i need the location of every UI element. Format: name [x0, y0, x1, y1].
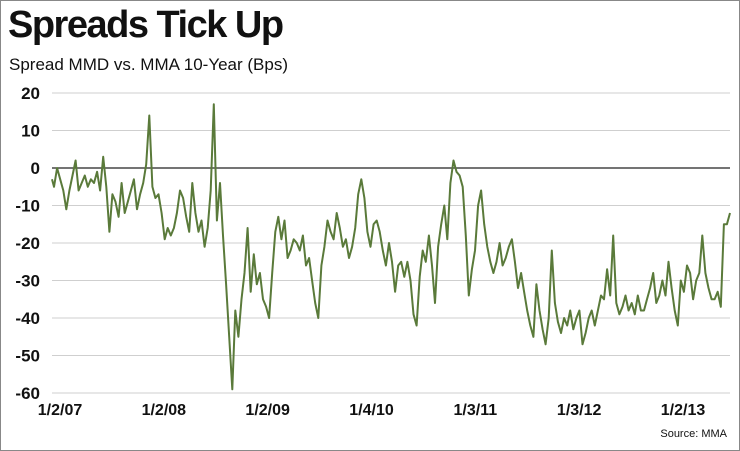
series-lines	[51, 103, 731, 391]
series-line	[51, 103, 731, 391]
y-tick-label: -40	[15, 309, 40, 328]
x-tick-label: 1/2/07	[38, 402, 83, 419]
x-tick-label: 1/4/10	[349, 402, 394, 419]
x-tick-label: 1/3/11	[454, 402, 498, 419]
y-tick-label: 0	[31, 159, 40, 178]
y-tick-label: -60	[15, 384, 40, 403]
y-tick-label: -50	[15, 347, 40, 366]
y-axis-ticks: 20 10 0 -10 -20 -30 -40 -50 -60	[15, 84, 40, 403]
x-tick-label: 1/2/13	[661, 402, 706, 419]
source-note: Source: MMA	[660, 428, 727, 440]
y-tick-label: 10	[21, 122, 40, 141]
y-tick-label: -20	[15, 234, 40, 253]
y-tick-label: 20	[21, 84, 40, 103]
chart-subtitle: Spread MMD vs. MMA 10-Year (Bps)	[9, 55, 289, 74]
x-tick-label: 1/2/09	[245, 402, 290, 419]
gridlines	[52, 92, 730, 394]
y-tick-label: -10	[15, 197, 40, 216]
x-axis-ticks: 1/2/07 1/2/08 1/2/09 1/4/10 1/3/11 1/3/12 1/2/…	[38, 402, 706, 419]
y-tick-label: -30	[15, 272, 40, 291]
x-tick-label: 1/2/08	[142, 402, 187, 419]
x-tick-label: 1/3/12	[557, 402, 602, 419]
chart-title: Spreads Tick Up	[8, 4, 284, 46]
